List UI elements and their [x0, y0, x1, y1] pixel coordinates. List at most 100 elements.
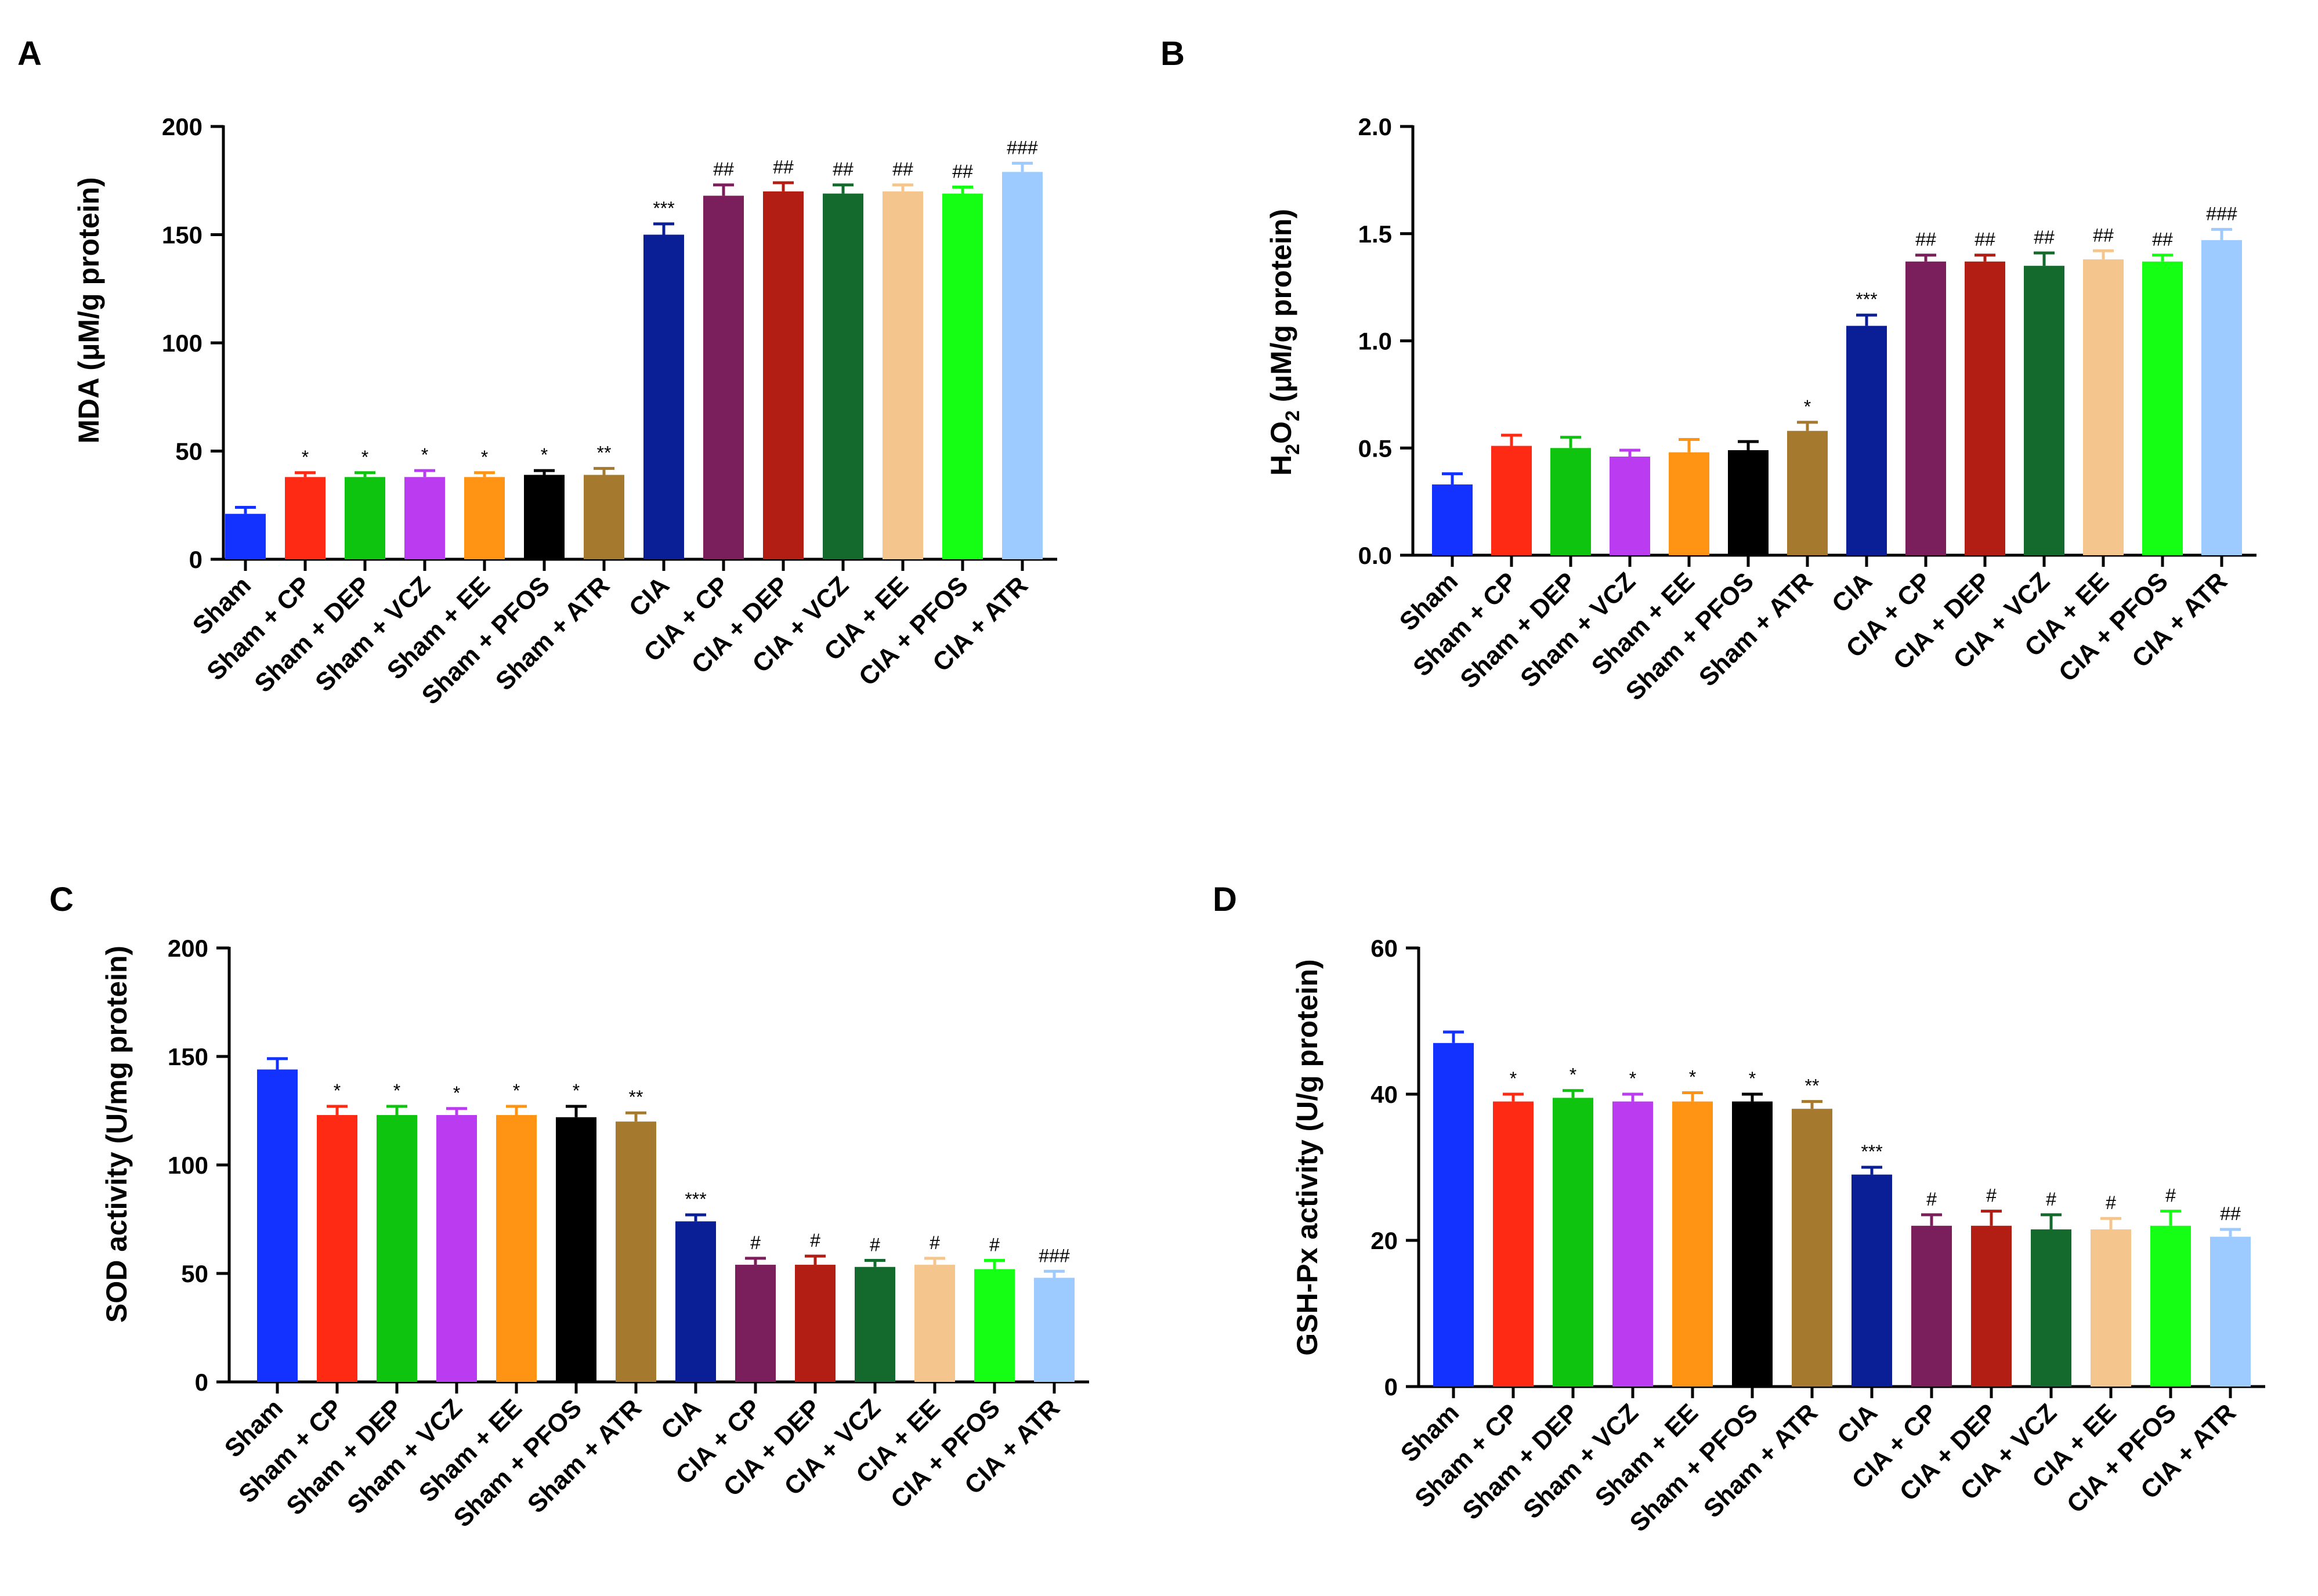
significance-label: # [2165, 1185, 2176, 1206]
significance-label: * [1804, 396, 1811, 417]
significance-label: * [334, 1080, 341, 1101]
bar [1787, 430, 1828, 555]
panel-d: D GSH-Px activity (U/g protein) 0204060S… [1213, 881, 2265, 1537]
y-tick-label: 20 [1370, 1227, 1398, 1254]
significance-label: * [513, 1080, 520, 1101]
y-tick-label: 100 [168, 1152, 208, 1179]
panel-letter: B [1160, 35, 1185, 73]
bar [1491, 446, 1532, 555]
significance-label: * [1570, 1065, 1576, 1085]
significance-label: ## [2034, 227, 2055, 248]
panel-letter: D [1213, 881, 1237, 918]
bar [703, 196, 744, 559]
bar [1550, 448, 1591, 555]
bar [883, 191, 923, 559]
significance-label: * [302, 447, 309, 468]
y-title-sub1: 2 [1282, 444, 1304, 455]
y-tick-label: 50 [175, 438, 202, 465]
y-title-o: O [1265, 421, 1297, 444]
significance-label: ** [597, 442, 612, 463]
bar [1851, 1174, 1892, 1387]
significance-label: * [541, 444, 548, 465]
significance-label: * [1749, 1068, 1756, 1089]
y-tick-label: 1.5 [1358, 220, 1392, 248]
bar [1610, 457, 1650, 555]
bar [974, 1269, 1015, 1382]
bar [524, 475, 565, 559]
significance-label: * [453, 1083, 460, 1103]
bar [1672, 1101, 1713, 1387]
y-axis-title: MDA (μM/g protein) [73, 177, 105, 443]
y-title-tail: (μM/g protein) [1265, 209, 1297, 410]
significance-label: # [930, 1232, 940, 1253]
bar [823, 193, 863, 559]
significance-label: # [810, 1230, 820, 1251]
significance-label: * [421, 444, 428, 465]
bar [436, 1114, 477, 1382]
bar [942, 193, 983, 559]
bar [584, 475, 624, 559]
category-label: CIA [1832, 1398, 1883, 1449]
panel-c: C SOD activity (U/mg protein) 0 50 100 150 2… [49, 881, 1089, 1533]
significance-label: ## [773, 157, 794, 178]
significance-label: * [573, 1080, 580, 1101]
bar [1433, 1043, 1474, 1387]
y-title-sub2: 2 [1282, 410, 1304, 421]
significance-label: *** [653, 198, 674, 219]
bar [317, 1114, 357, 1382]
y-tick-label: 40 [1370, 1081, 1398, 1108]
bar [1792, 1109, 1832, 1387]
y-tick-label: 2.0 [1358, 113, 1392, 140]
significance-label: # [750, 1232, 761, 1253]
significance-label: # [2106, 1192, 2116, 1213]
bar [377, 1114, 417, 1382]
significance-label: # [1926, 1189, 1937, 1210]
bar [616, 1121, 656, 1382]
y-axis-title: SOD activity (U/mg protein) [100, 946, 133, 1323]
bar [1905, 261, 1946, 555]
significance-label: ### [1039, 1245, 1070, 1266]
y-tick-label: 200 [168, 935, 208, 962]
bar [675, 1221, 716, 1382]
y-tick-label: 0 [1384, 1373, 1398, 1400]
y-axis-title: GSH-Px activity (U/g protein) [1291, 959, 1323, 1355]
bar [2091, 1229, 2131, 1387]
panel-a: A MDA (μM/g protein) 050100150200Sham*Sh… [17, 35, 1057, 710]
y-tick-label: 100 [162, 330, 202, 357]
panel-letter: C [49, 881, 74, 918]
bar [1002, 172, 1043, 560]
significance-label: ** [1805, 1076, 1820, 1096]
bar [914, 1265, 955, 1382]
bar [1911, 1225, 1952, 1387]
bar [1034, 1277, 1075, 1382]
significance-label: *** [685, 1189, 706, 1210]
y-tick-label: 0.0 [1358, 542, 1392, 569]
bar [285, 477, 326, 559]
significance-label: ### [2206, 203, 2237, 224]
significance-label: * [1629, 1068, 1636, 1089]
bar [643, 234, 684, 559]
bar [496, 1114, 537, 1382]
significance-label: * [361, 447, 368, 468]
bar [1732, 1101, 1773, 1387]
significance-label: *** [1861, 1141, 1882, 1162]
significance-label: ## [952, 161, 973, 182]
category-label: CIA [624, 571, 675, 622]
bar [1971, 1225, 2012, 1387]
y-tick-label: 0 [189, 546, 202, 573]
bar [2024, 266, 2064, 555]
bar [1612, 1101, 1653, 1387]
bar [2142, 261, 2183, 555]
y-tick-label: 150 [162, 222, 202, 249]
y-tick-label: 1.0 [1358, 328, 1392, 355]
bar [2031, 1229, 2071, 1387]
bar [2150, 1225, 2191, 1387]
bar [1553, 1098, 1593, 1387]
bar [2210, 1236, 2251, 1387]
significance-label: # [989, 1235, 1000, 1255]
bar [257, 1069, 298, 1382]
significance-label: ### [1007, 137, 1038, 158]
y-tick-label: 60 [1370, 935, 1398, 962]
y-tick-label: 200 [162, 113, 202, 140]
